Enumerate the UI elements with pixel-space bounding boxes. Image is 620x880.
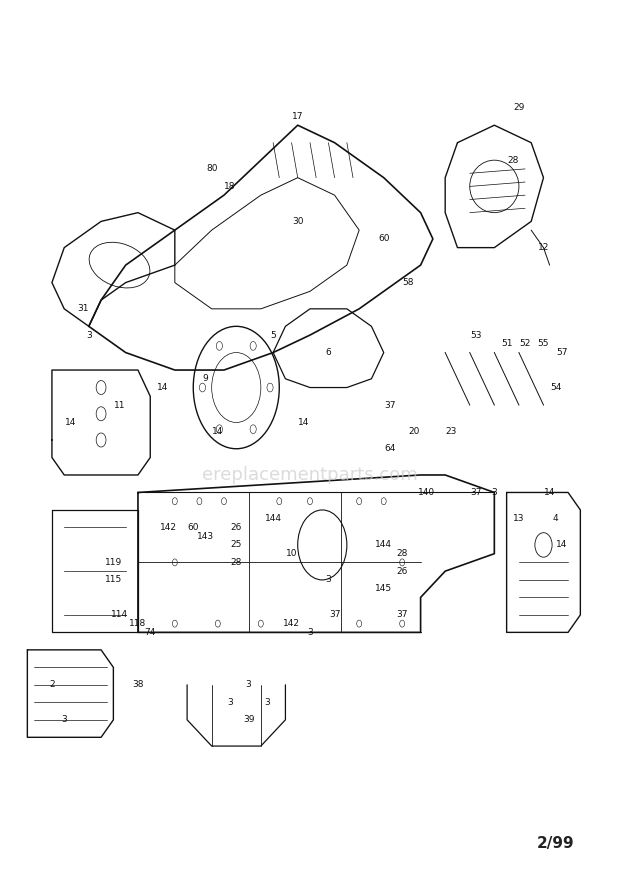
Text: 14: 14 xyxy=(64,418,76,427)
Text: 3: 3 xyxy=(86,331,92,340)
Text: 13: 13 xyxy=(513,514,525,524)
Text: 3: 3 xyxy=(492,488,497,497)
Text: 3: 3 xyxy=(228,698,233,707)
Text: 145: 145 xyxy=(375,584,392,593)
Text: 14: 14 xyxy=(157,383,168,392)
Text: 115: 115 xyxy=(105,576,122,584)
Text: 144: 144 xyxy=(375,540,392,549)
Text: 28: 28 xyxy=(231,558,242,567)
Text: 3: 3 xyxy=(307,627,313,637)
Text: 3: 3 xyxy=(326,576,331,584)
Text: 3: 3 xyxy=(246,680,252,689)
Text: 29: 29 xyxy=(513,103,525,113)
Text: 20: 20 xyxy=(409,427,420,436)
Text: 118: 118 xyxy=(130,620,146,628)
Text: 11: 11 xyxy=(114,400,125,409)
Text: 142: 142 xyxy=(283,620,300,628)
Text: 37: 37 xyxy=(384,400,396,409)
Text: 140: 140 xyxy=(418,488,435,497)
Text: 12: 12 xyxy=(538,243,549,253)
Text: 17: 17 xyxy=(292,112,303,121)
Text: 9: 9 xyxy=(203,374,208,384)
Text: 26: 26 xyxy=(396,567,408,576)
Text: 80: 80 xyxy=(206,165,218,173)
Text: 51: 51 xyxy=(501,340,512,348)
Text: 52: 52 xyxy=(520,340,531,348)
Text: 54: 54 xyxy=(550,383,562,392)
Text: 144: 144 xyxy=(265,514,281,524)
Text: 64: 64 xyxy=(384,444,396,453)
Text: 37: 37 xyxy=(396,611,408,620)
Text: 114: 114 xyxy=(111,611,128,620)
Text: 60: 60 xyxy=(187,523,199,532)
Text: 28: 28 xyxy=(507,156,518,165)
Text: 3: 3 xyxy=(264,698,270,707)
Text: 18: 18 xyxy=(224,182,236,191)
Text: 6: 6 xyxy=(326,348,331,357)
Text: 2: 2 xyxy=(49,680,55,689)
Text: 31: 31 xyxy=(77,304,89,313)
Text: 30: 30 xyxy=(292,216,303,226)
Text: 14: 14 xyxy=(212,427,224,436)
Text: 14: 14 xyxy=(298,418,309,427)
Text: 55: 55 xyxy=(538,340,549,348)
Text: 37: 37 xyxy=(470,488,482,497)
Text: 143: 143 xyxy=(197,532,214,540)
Text: 142: 142 xyxy=(160,523,177,532)
Text: 5: 5 xyxy=(270,331,276,340)
Text: 57: 57 xyxy=(556,348,568,357)
Text: 74: 74 xyxy=(144,627,156,637)
Text: 14: 14 xyxy=(556,540,567,549)
Text: 23: 23 xyxy=(446,427,457,436)
Text: 58: 58 xyxy=(402,278,414,287)
Text: 25: 25 xyxy=(231,540,242,549)
Text: 119: 119 xyxy=(105,558,122,567)
Text: 3: 3 xyxy=(61,715,67,724)
Text: 28: 28 xyxy=(396,549,408,558)
Text: 10: 10 xyxy=(286,549,298,558)
Text: 26: 26 xyxy=(231,523,242,532)
Text: 53: 53 xyxy=(470,331,482,340)
Text: 39: 39 xyxy=(243,715,254,724)
Text: ereplacementparts.com: ereplacementparts.com xyxy=(202,466,418,484)
Text: 2/99: 2/99 xyxy=(536,836,574,851)
Text: 38: 38 xyxy=(132,680,144,689)
Text: 37: 37 xyxy=(329,611,340,620)
Text: 14: 14 xyxy=(544,488,556,497)
Text: 60: 60 xyxy=(378,234,389,244)
Text: 4: 4 xyxy=(553,514,559,524)
